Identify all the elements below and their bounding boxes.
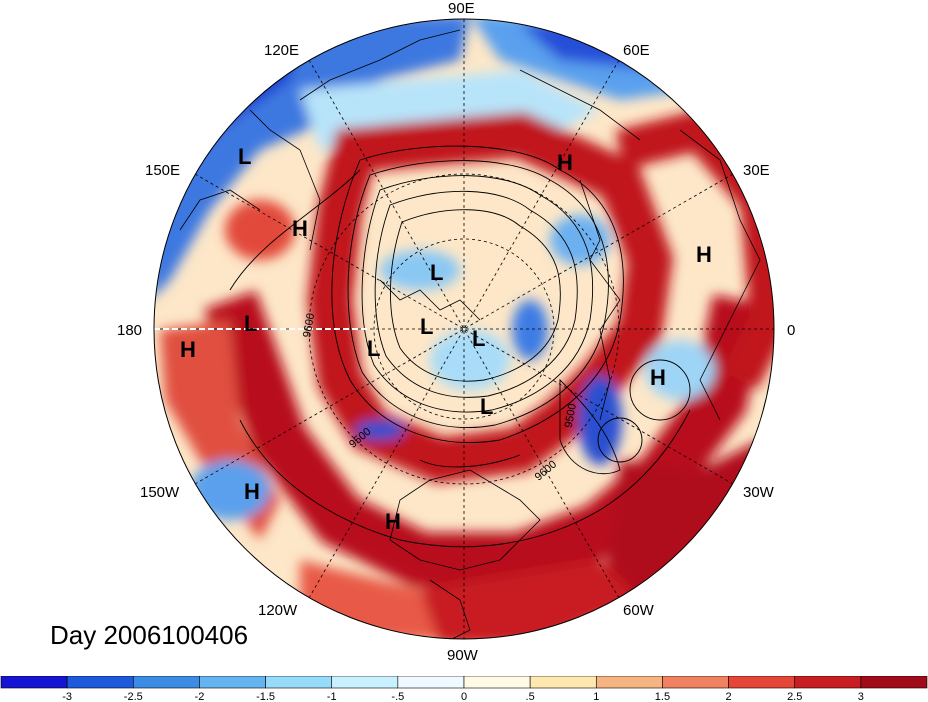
colorbar-tick-label: -3 [62, 691, 72, 702]
colorbar: -3 -2.5 -2 -1.5 -1 -.5 0 .5 1 1.5 2 2.5 3 [0, 676, 928, 702]
lon-label-60e: 60E [623, 42, 650, 59]
colorbar-box [132, 676, 200, 689]
low-pressure-center: L [480, 394, 493, 419]
lon-label-60w: 60W [623, 602, 655, 619]
lon-label-180: 180 [117, 322, 142, 339]
high-pressure-center: H [650, 365, 666, 390]
lon-label-150e: 150E [145, 162, 180, 179]
colorbar-box [397, 676, 465, 689]
colorbar-box [199, 676, 266, 689]
map-boundary [153, 18, 775, 640]
coastlines [179, 29, 761, 639]
lon-label-90e: 90E [448, 0, 475, 17]
lon-label-30w: 30W [743, 484, 775, 501]
map-title: Day 2006100406 [50, 620, 249, 650]
high-pressure-center: H [557, 150, 573, 175]
low-pressure-center: L [244, 311, 257, 336]
colorbar-tick-label: -2 [195, 691, 205, 702]
colorbar-box [66, 676, 134, 689]
colorbar-tick-label: 1.5 [655, 691, 670, 702]
lon-label-120e: 120E [264, 42, 299, 59]
colorbar-box [529, 676, 597, 689]
colorbar-tick-label: .5 [526, 691, 535, 702]
low-pressure-center: L [430, 260, 443, 285]
high-pressure-center: H [292, 216, 308, 241]
low-pressure-center: L [367, 336, 380, 361]
lon-label-150w: 150W [140, 484, 180, 501]
colorbar-box [595, 676, 663, 689]
high-pressure-center: H [385, 509, 401, 534]
contour-label: 9600 [301, 312, 317, 338]
colorbar-box [728, 676, 796, 689]
low-pressure-center: L [472, 326, 485, 351]
lon-label-120w: 120W [258, 602, 298, 619]
anomaly-field [154, 19, 774, 639]
colorbar-tick-label: -.5 [391, 691, 404, 702]
colorbar-tick-label: 0 [461, 691, 467, 702]
contour-label: 9500 [563, 403, 579, 429]
colorbar-box [794, 676, 862, 689]
lon-label-30e: 30E [743, 162, 770, 179]
colorbar-tick-label: 2 [726, 691, 732, 702]
colorbar-box [860, 676, 928, 689]
colorbar-tick-label: 1 [593, 691, 599, 702]
lon-label-90w: 90W [447, 647, 479, 664]
height-contours [229, 145, 691, 548]
low-pressure-center: L [420, 314, 433, 339]
high-pressure-center: H [696, 242, 712, 267]
high-pressure-center: H [180, 337, 196, 362]
graticule [154, 19, 774, 639]
colorbar-box [331, 676, 399, 689]
colorbar-tick-label: -1.5 [256, 691, 275, 702]
colorbar-box [0, 676, 68, 689]
lon-label-0: 0 [787, 322, 795, 339]
colorbar-box [463, 676, 531, 689]
colorbar-box [265, 676, 333, 689]
colorbar-tick-label: 3 [858, 691, 864, 702]
colorbar-tick-label: -1 [327, 691, 337, 702]
colorbar-tick-label: -2.5 [124, 691, 143, 702]
colorbar-box [662, 676, 729, 689]
colorbar-tick-label: 2.5 [787, 691, 802, 702]
low-pressure-center: L [238, 144, 251, 169]
polar-map: 9600 9500 9600 9500 H H H H H H H L L L … [117, 0, 795, 664]
high-pressure-center: H [244, 479, 260, 504]
